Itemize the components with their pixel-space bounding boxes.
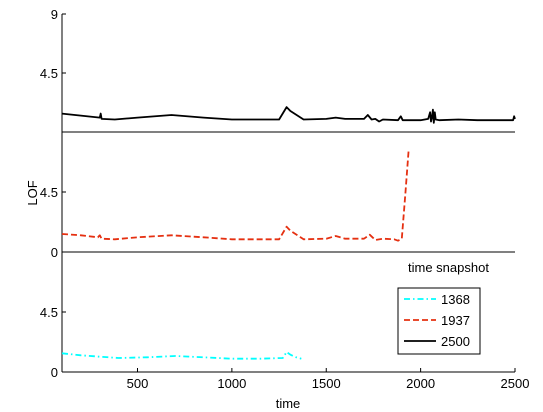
x-tick-label: 2000 [406, 376, 435, 391]
series-1937-line [61, 149, 410, 242]
panel-1: 94.5 [40, 7, 516, 133]
legend-label-1937: 1937 [441, 313, 470, 328]
y-axis-label: LOF [25, 180, 40, 205]
series-1368-line [61, 351, 302, 360]
chart-panels: 94.504.504.5 [40, 7, 516, 380]
y-tick-label: 4.5 [40, 66, 58, 81]
series-2500-line [61, 106, 516, 124]
y-tick-label: 4.5 [40, 185, 58, 200]
x-tick-label: 1500 [312, 376, 341, 391]
legend: 1368 1937 2500 [397, 287, 481, 355]
legend-label-1368: 1368 [441, 292, 470, 307]
y-tick-label: 0 [51, 365, 58, 380]
time-snapshot-annotation: time snapshot [408, 260, 489, 275]
legend-label-2500: 2500 [441, 334, 470, 349]
y-tick-label: 0 [51, 245, 58, 260]
y-tick-label: 4.5 [40, 305, 58, 320]
panel-2: 04.5 [40, 132, 515, 260]
x-tick-label: 1000 [217, 376, 246, 391]
x-axis-label: time [276, 396, 301, 411]
x-tick-label: 500 [127, 376, 149, 391]
y-tick-label: 9 [51, 7, 58, 22]
x-axis: 500 1000 1500 2000 2500 [127, 368, 530, 391]
x-tick-label: 2500 [501, 376, 530, 391]
legend-box [397, 287, 481, 355]
